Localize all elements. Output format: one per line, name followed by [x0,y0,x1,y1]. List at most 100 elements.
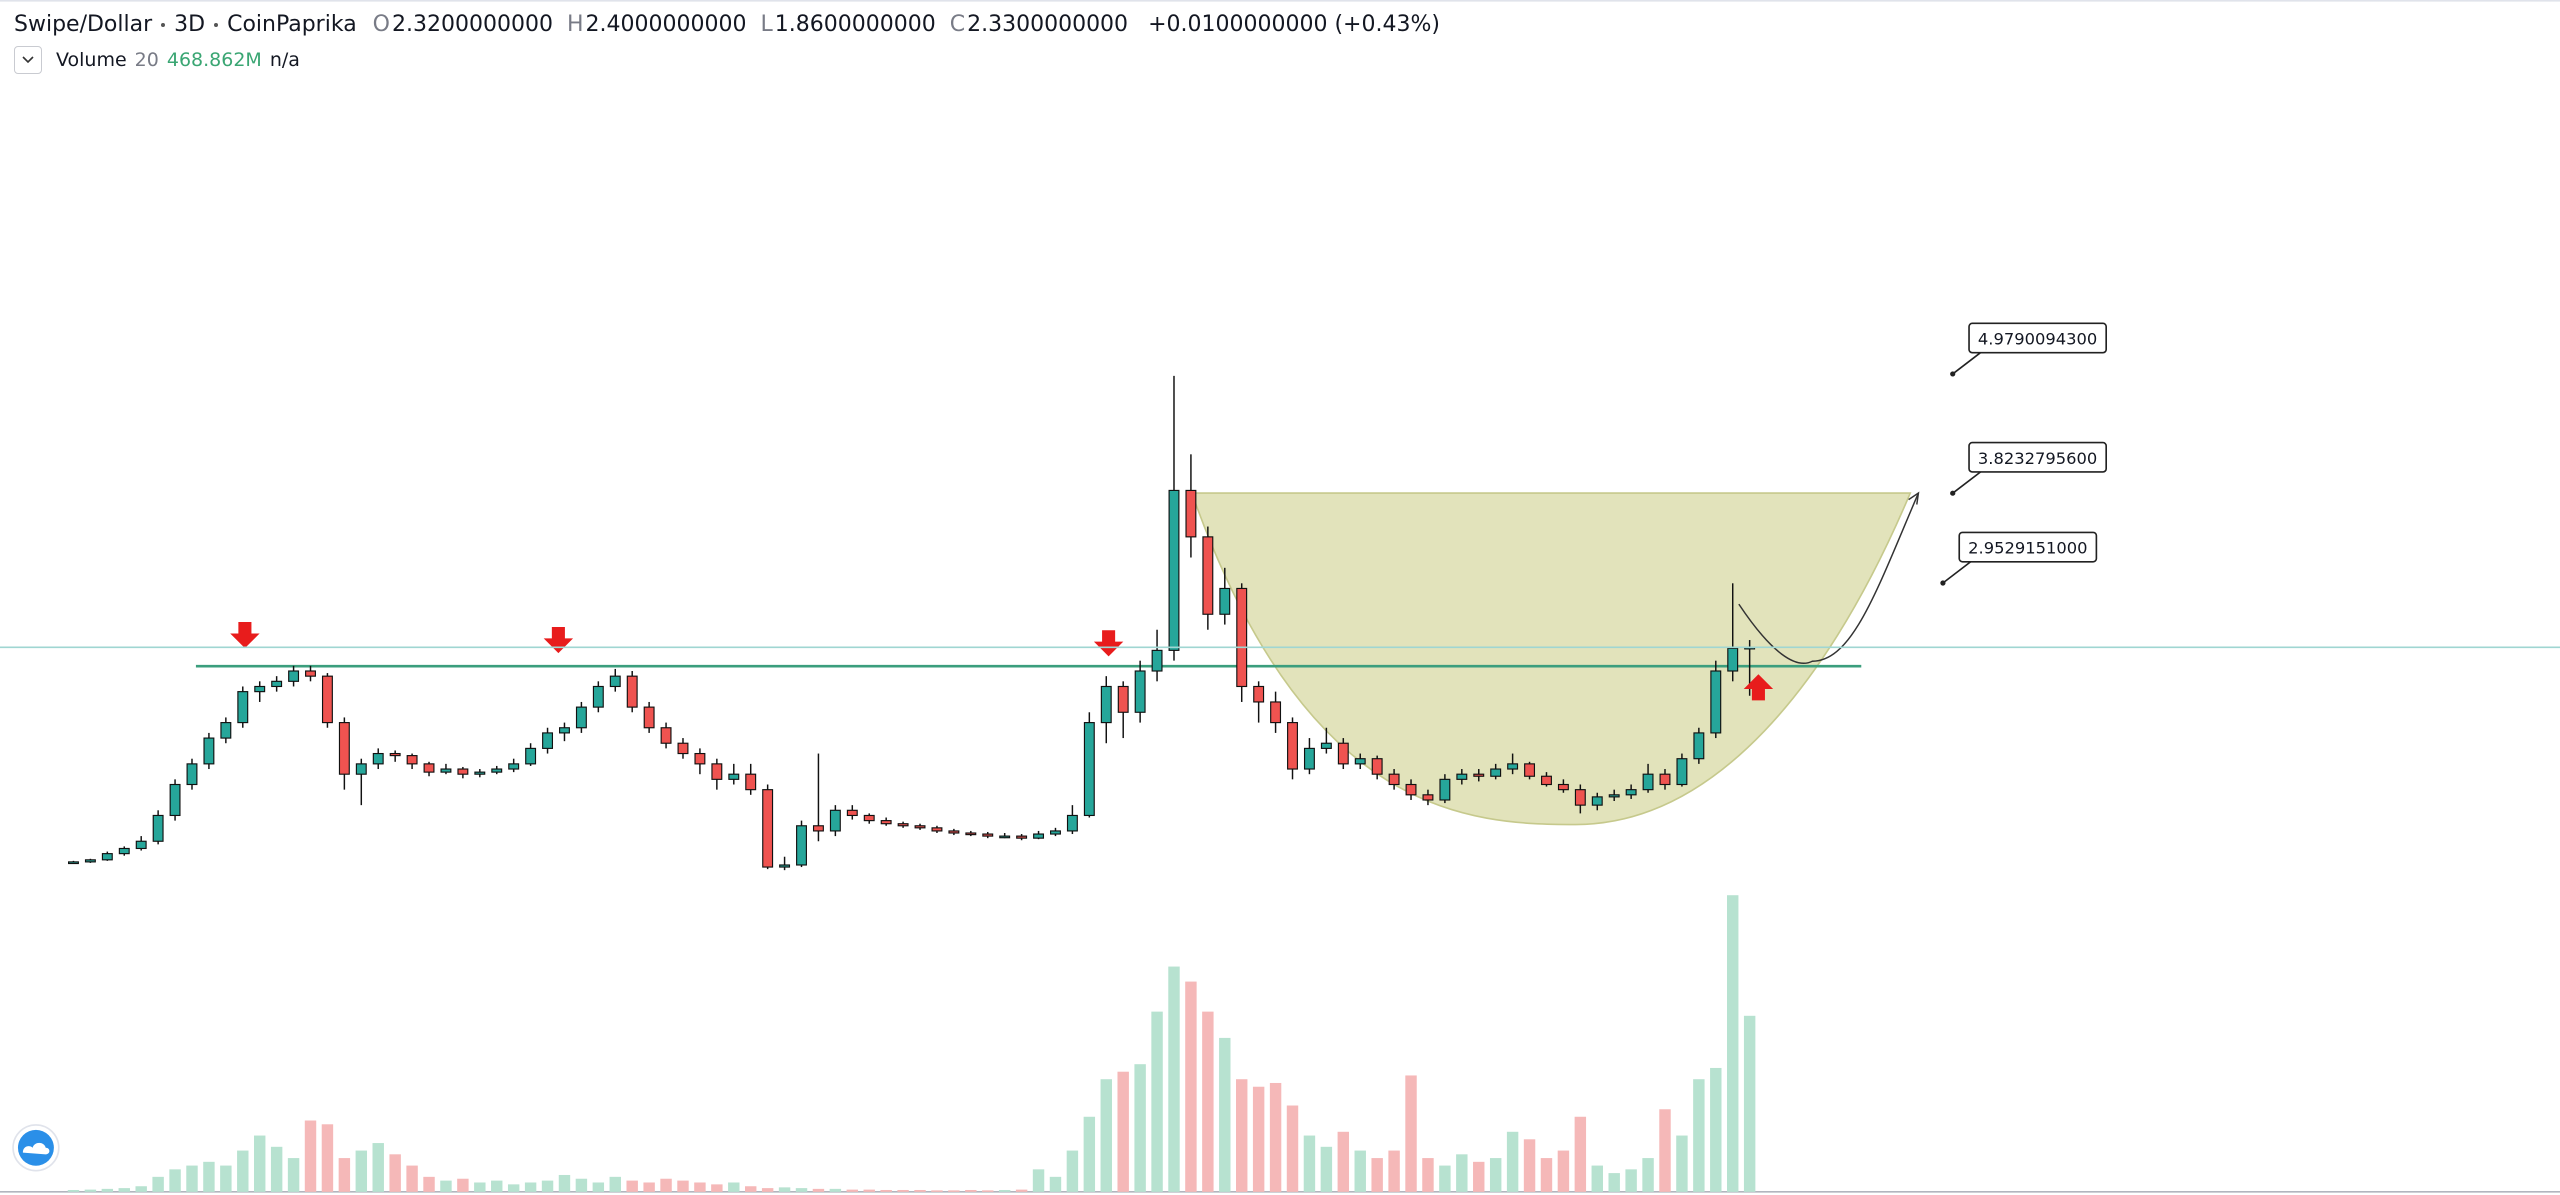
volume-bar [1591,1165,1603,1192]
candle-body [1642,773,1654,791]
volume-bar [1574,1116,1587,1192]
change: +0.0100000000 (+0.43%) [1148,12,1440,37]
volume-bar [169,1169,181,1192]
ohlc-value: 2.3300000000 [967,12,1129,37]
volume-length: 20 [134,49,159,71]
candle-body [1456,773,1468,780]
candle-body [931,827,943,832]
candle-body [1625,789,1637,796]
candles [67,375,1756,1192]
volume-bar [795,1188,808,1192]
candle-body [999,835,1011,839]
volume-bar [1185,981,1197,1192]
candle-body [592,685,604,708]
volume-bar [152,1176,164,1192]
candle-body [68,861,79,865]
ohlc-key: L [760,12,773,37]
candle-body [338,722,350,775]
candle-body [254,685,266,693]
cup-shape [1190,492,1912,826]
candle-body [745,773,757,791]
volume-bar [1269,1082,1282,1192]
volume-bar [118,1188,130,1192]
candle-body [1354,758,1366,765]
volume-bar [694,1182,706,1192]
candle-body [1727,647,1739,672]
candle-body [1270,701,1282,724]
volume-bar [1625,1169,1637,1192]
volume-bar [778,1187,791,1192]
candle-body [829,809,841,832]
volume-bar [1320,1146,1333,1192]
volume-bar [1303,1135,1316,1192]
candle-body [186,763,198,786]
volume-bar [270,1146,283,1192]
volume-bar [558,1174,571,1192]
volume-bar [1743,1015,1756,1192]
volume-bar [592,1182,605,1192]
candle-body [1219,587,1231,615]
label-pointer [1942,561,1972,584]
volume-bar [406,1165,418,1192]
candle-body [575,706,587,729]
candle-body [1557,783,1569,791]
volume-bar [1405,1075,1417,1192]
volume-bar [660,1178,672,1192]
volume-bar [372,1143,384,1192]
volume-bar [1219,1037,1231,1192]
volume-bar [1642,1158,1654,1192]
volume-bar [1049,1176,1062,1192]
candle-body [508,763,520,770]
volume-bar [1202,1011,1214,1192]
symbol: Swipe/Dollar [14,12,153,37]
volume-bar [338,1158,351,1192]
volume-bar [203,1161,215,1192]
volume-bar [1422,1158,1434,1192]
volume-bar [982,1190,994,1192]
volume-bar [1456,1154,1468,1192]
volume-bar [846,1189,859,1192]
candle-body [779,864,791,868]
candle-body [1710,670,1722,734]
candle-body [1388,773,1400,786]
collapse-button[interactable] [14,46,42,74]
candle-body [1422,794,1434,801]
candle-body [525,747,537,765]
legend-header: Swipe/Dollar 3D CoinPaprika O 2.320000000… [14,12,1446,37]
source: CoinPaprika [227,12,357,37]
down-arrow [543,626,574,654]
candle-body [660,727,672,744]
up-arrow [1743,674,1774,701]
candle-body [1541,775,1552,786]
volume-bar [897,1189,909,1192]
volume-bar [677,1180,689,1192]
volume-bar [880,1189,892,1192]
volume-bar [609,1176,621,1192]
candle-body [355,763,367,775]
volume-bar [1371,1158,1383,1192]
candle-body [457,768,469,775]
candle-body [559,727,570,734]
candle-body [135,840,147,850]
candle-body [812,825,824,832]
volume-bar [355,1150,368,1192]
label-pointer [1952,471,1981,494]
candle-body [220,722,232,739]
volume-name: Volume [56,49,127,71]
candle-body [1320,742,1332,749]
volume-bar [457,1178,469,1192]
candle-body [372,752,384,765]
price-label: 4.9790094300 [1978,330,2097,349]
candle-body [474,771,486,775]
volume-bar [1473,1161,1485,1192]
candle-body [626,675,638,708]
candle-body [728,773,740,780]
volume-bar [1727,895,1739,1192]
volume-bar [1117,1071,1129,1192]
candle-body [305,670,316,677]
volume-bar [711,1184,723,1192]
candle-body [271,680,283,688]
candle-body [914,825,926,829]
volume-bar [1540,1158,1553,1192]
